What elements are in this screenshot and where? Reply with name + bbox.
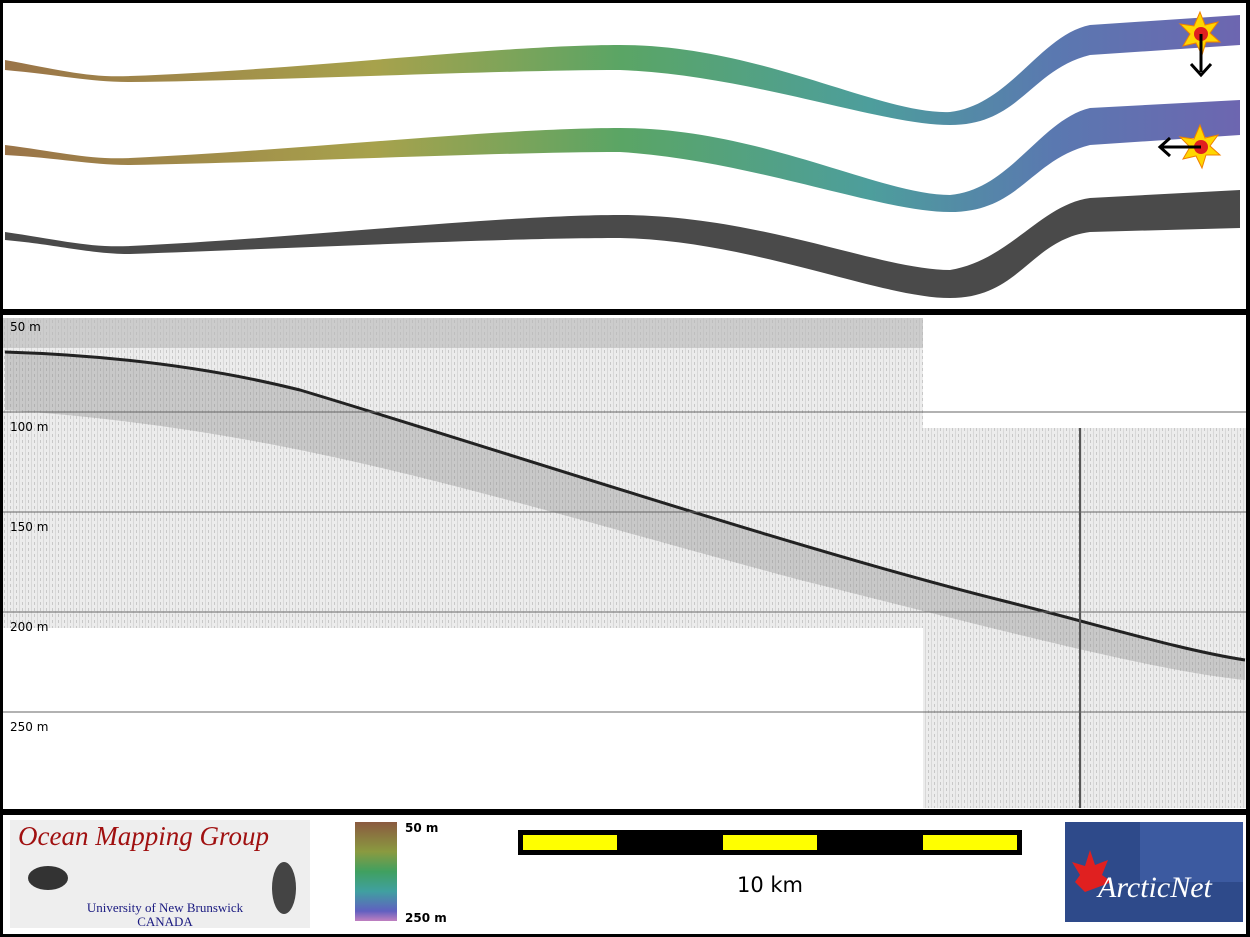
omg-university: University of New Brunswick (87, 900, 244, 915)
depth-label: 50 m (10, 320, 41, 334)
swaths (5, 10, 1240, 298)
water-column-noise (3, 318, 923, 348)
seabed-echo (4, 350, 1246, 662)
logo-shape (28, 866, 68, 890)
sun-icon (1178, 10, 1222, 78)
profile-data (923, 428, 1246, 808)
sun-icon (1157, 123, 1222, 170)
scale-segment (923, 835, 1017, 850)
omg-title: Ocean Mapping Group (18, 821, 269, 851)
scale-segment (723, 835, 817, 850)
maple-leaf (1072, 850, 1112, 892)
logo-shape (1140, 822, 1243, 882)
swath-backscatter (5, 190, 1240, 298)
colorbar (355, 822, 397, 921)
arcticnet-title: ArcticNet (1096, 871, 1213, 904)
depth-label: 100 m (10, 420, 48, 434)
colorbar-label: 250 m (405, 911, 447, 925)
depth-label: 150 m (10, 520, 48, 534)
swath-shaded (5, 100, 1240, 212)
logo-shape (272, 862, 296, 914)
omg-country: CANADA (137, 914, 193, 929)
depth-lines (3, 411, 1246, 713)
profile-data (3, 318, 923, 628)
swath-shaded (5, 15, 1240, 125)
colorbar-label: 50 m (405, 821, 438, 835)
sediment-echo (5, 352, 1245, 680)
depth-label: 200 m (10, 620, 48, 634)
scale-segment (523, 835, 617, 850)
scale-label: 10 km (737, 873, 803, 897)
depth-label: 250 m (10, 720, 48, 734)
